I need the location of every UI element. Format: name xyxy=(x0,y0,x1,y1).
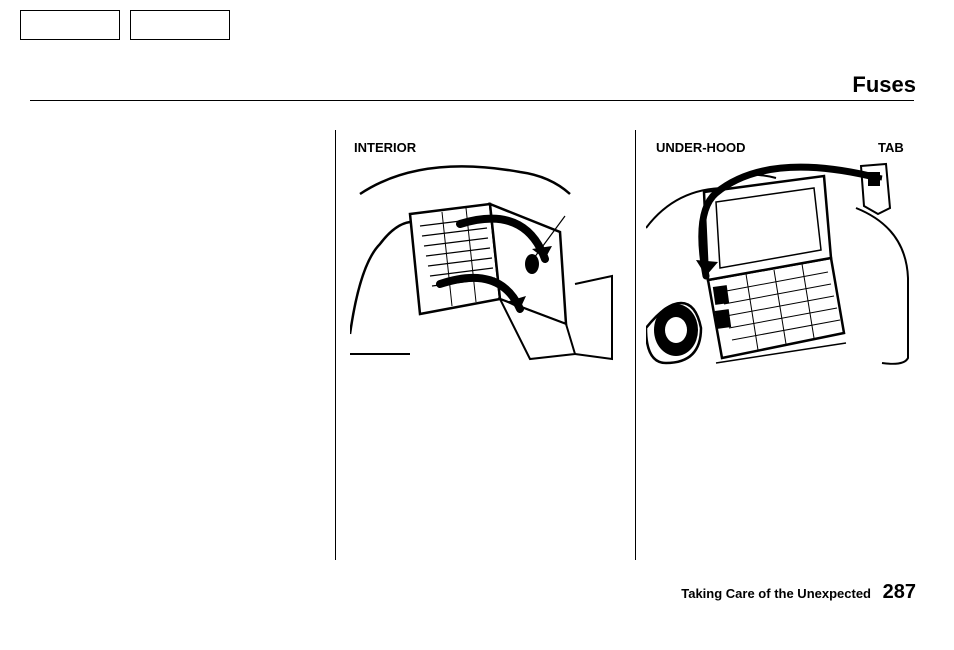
under-hood-fuse-svg xyxy=(646,158,914,368)
label-tab: TAB xyxy=(878,140,904,155)
title-divider xyxy=(30,100,914,101)
nav-button-1[interactable] xyxy=(20,10,120,40)
label-interior: INTERIOR xyxy=(354,140,416,155)
column-divider-2 xyxy=(635,130,636,560)
top-button-bar xyxy=(20,10,230,40)
label-under-hood: UNDER-HOOD xyxy=(656,140,746,155)
column-divider-1 xyxy=(335,130,336,560)
page-title: Fuses xyxy=(852,72,916,98)
figure-under-hood-fuse-box xyxy=(646,158,914,368)
interior-fuse-svg xyxy=(350,154,614,364)
content-area: INTERIOR KNOB UNDER-HOOD TAB xyxy=(30,130,914,560)
page-number: 287 xyxy=(883,581,916,603)
footer-section: Taking Care of the Unexpected xyxy=(681,586,871,601)
figure-interior-fuse-box xyxy=(350,154,614,364)
footer: Taking Care of the Unexpected 287 xyxy=(681,581,916,604)
nav-button-2[interactable] xyxy=(130,10,230,40)
